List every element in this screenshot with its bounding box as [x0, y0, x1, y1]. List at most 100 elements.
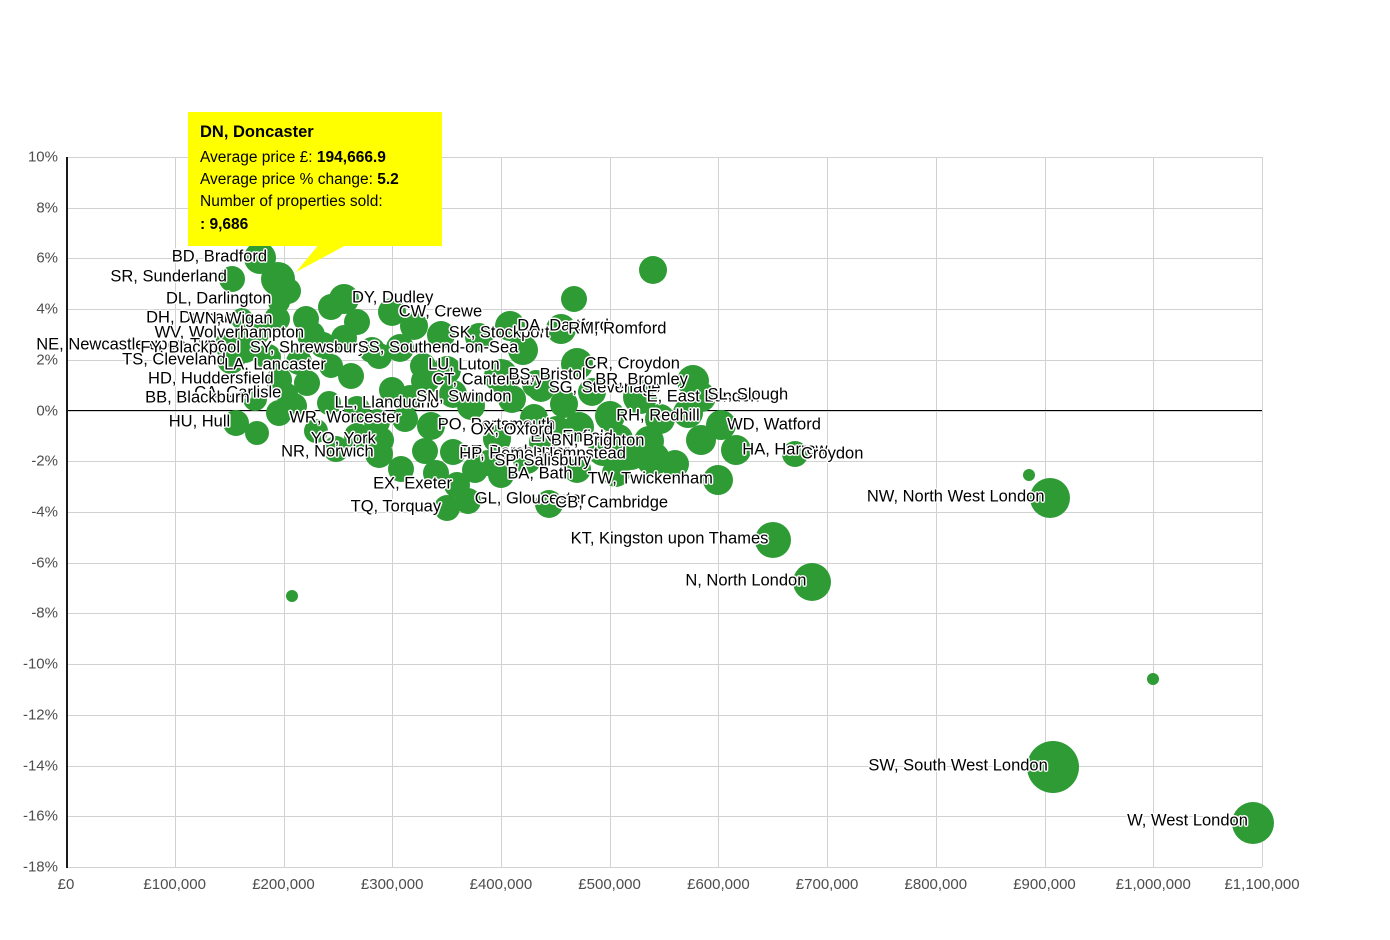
bubble-c3[interactable]	[366, 343, 393, 370]
bubble-sk[interactable]	[427, 320, 456, 349]
bubble-c5[interactable]	[432, 356, 461, 384]
point-label-nw: NW, North West London	[866, 487, 1045, 506]
bubble-cr[interactable]	[561, 347, 593, 380]
point-label-br: BR, Bromley	[595, 370, 688, 389]
bubble-cb[interactable]	[534, 490, 563, 519]
bubble-rm[interactable]	[545, 314, 576, 345]
gridline-horizontal	[66, 867, 1262, 868]
bubble-c37[interactable]	[266, 400, 293, 427]
bubble-c33[interactable]	[285, 349, 312, 376]
bubble-gl[interactable]	[455, 487, 482, 514]
x-axis-tick-label: £400,000	[469, 876, 533, 893]
bubble-c27[interactable]	[322, 435, 349, 462]
bubble-w[interactable]	[1232, 801, 1275, 844]
bubble-c13[interactable]	[497, 385, 526, 414]
bubble-c44[interactable]	[686, 424, 716, 455]
point-label-fy: FY, Blackpool	[140, 338, 240, 357]
bubble-sr[interactable]	[219, 265, 246, 292]
bubble-bb[interactable]	[243, 387, 268, 412]
bubble-c23[interactable]	[513, 446, 541, 474]
bubble-po[interactable]	[417, 411, 446, 440]
gridline-vertical	[1262, 157, 1263, 867]
bubble-dt[interactable]	[440, 439, 467, 466]
bubble-c31[interactable]	[244, 319, 271, 345]
bubble-c36[interactable]	[439, 380, 468, 409]
y-axis-tick-label: 6%	[36, 249, 58, 267]
bubble-bd[interactable]	[243, 242, 276, 275]
bubble-out3[interactable]	[1147, 673, 1160, 686]
bubble-ss2[interactable]	[560, 286, 587, 312]
bubble-c14[interactable]	[578, 377, 607, 406]
point-label-sl: SL, Slough	[707, 385, 789, 404]
point-label-dy: DY, Dudley	[352, 288, 434, 307]
bubble-wr[interactable]	[392, 406, 419, 433]
point-label-yo: YO, York	[310, 429, 376, 447]
bubble-tq[interactable]	[433, 495, 460, 522]
point-label-n: N, North London	[685, 571, 807, 589]
point-label-sn: SN, Swindon	[416, 387, 512, 406]
y-axis-tick-label: -6%	[31, 554, 58, 572]
point-label-tw: TW, Twickenham	[587, 469, 713, 488]
bubble-c8[interactable]	[255, 344, 282, 371]
bubble-c21[interactable]	[422, 459, 449, 486]
point-label-ct: CT, Canterbury	[432, 370, 544, 389]
bubble-c39[interactable]	[550, 390, 578, 419]
bubble-c38[interactable]	[364, 409, 390, 435]
bubble-c18[interactable]	[482, 424, 511, 453]
bubble-ss[interactable]	[507, 334, 538, 365]
bubble-c26[interactable]	[660, 449, 689, 478]
bubble-ts[interactable]	[217, 345, 246, 374]
bubble-c6[interactable]	[337, 363, 364, 390]
bubble-c22[interactable]	[461, 457, 488, 484]
bubble-c35[interactable]	[521, 369, 550, 398]
bubble-tw[interactable]	[703, 465, 734, 496]
point-label-rm: RM, Romford	[568, 319, 667, 338]
gridline-horizontal	[66, 765, 1262, 767]
gridline-horizontal	[66, 613, 1262, 615]
tooltip-row-properties-sold-value: : 9,686	[200, 215, 249, 233]
bubble-c24[interactable]	[563, 454, 591, 483]
bubble-c2[interactable]	[309, 331, 336, 358]
point-label-hp: HP, Hemel Hempstead	[459, 444, 626, 463]
point-label-cr: CR, Croydon	[584, 354, 680, 373]
bubble-nw[interactable]	[1030, 478, 1070, 519]
bubble-kt[interactable]	[754, 521, 791, 558]
point-label-sr: SR, Sunderland	[110, 267, 227, 286]
x-axis-tick-label: £700,000	[795, 876, 859, 893]
bubble-c16[interactable]	[304, 418, 329, 443]
x-axis-tick-label: £300,000	[360, 876, 424, 893]
bubble-out2[interactable]	[1023, 469, 1036, 482]
tooltip-row2-value: 5.2	[377, 171, 399, 189]
point-label-ne: NE, Newcastle upon Tyne	[36, 335, 226, 354]
bubble-c34[interactable]	[331, 325, 358, 352]
bubble-c29[interactable]	[274, 278, 301, 305]
bubble-c41[interactable]	[672, 398, 703, 429]
bubble-bd2[interactable]	[639, 255, 668, 284]
bubble-c43[interactable]	[633, 426, 664, 456]
bubble-ll[interactable]	[317, 391, 342, 415]
y-axis-tick-label: 0%	[36, 402, 58, 420]
bubble-c32[interactable]	[399, 311, 428, 340]
bubble-ha[interactable]	[720, 434, 751, 465]
bubble-c19[interactable]	[519, 404, 548, 433]
x-axis-tick-label: £800,000	[904, 876, 968, 893]
bubble-c20[interactable]	[387, 455, 414, 482]
bubble-c42[interactable]	[588, 436, 619, 467]
bubble-out1[interactable]	[286, 589, 299, 602]
bubble-c15[interactable]	[245, 421, 270, 446]
bubble-n[interactable]	[792, 562, 831, 601]
x-axis-tick-label: £0	[57, 876, 75, 893]
gridline-vertical	[500, 157, 502, 867]
bubble-sw[interactable]	[1027, 740, 1080, 793]
tooltip: DN, Doncaster Average price £: 194,666.9…	[188, 112, 442, 246]
bubble-ba[interactable]	[487, 462, 514, 489]
bubble-ox[interactable]	[542, 415, 573, 446]
bubble-c30[interactable]	[318, 293, 345, 320]
bubble-c11[interactable]	[379, 377, 406, 404]
bubble-cro[interactable]	[781, 440, 808, 467]
bubble-hu[interactable]	[222, 410, 249, 437]
point-label-cro: Croydon	[801, 444, 864, 463]
bubble-c4[interactable]	[465, 323, 494, 351]
point-label-tq: TQ, Torquay	[350, 497, 442, 516]
point-label-dh: DH, Durham	[146, 308, 238, 327]
